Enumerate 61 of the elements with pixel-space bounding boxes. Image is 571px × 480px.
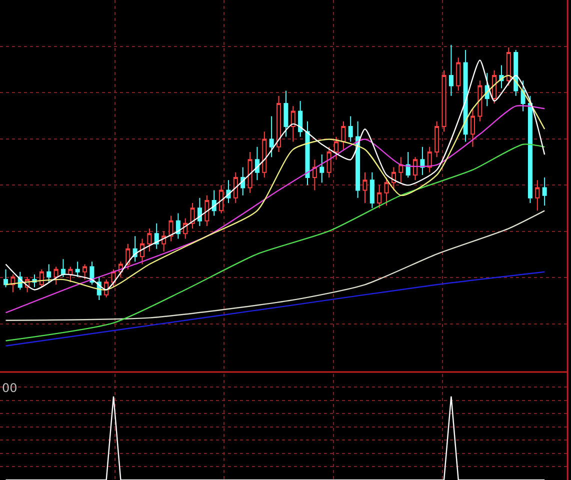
- candlestick: [520, 80, 526, 112]
- candlestick: [104, 279, 109, 298]
- candlestick: [269, 116, 274, 158]
- candlestick: [190, 202, 195, 230]
- candlestick: [478, 80, 482, 122]
- candlestick: [362, 172, 368, 204]
- candlestick: [262, 131, 267, 178]
- candlestick: [75, 261, 80, 278]
- candlestick: [68, 266, 73, 283]
- candlestick: [168, 215, 174, 242]
- candlestick: [506, 46, 511, 86]
- candlestick: [204, 194, 210, 226]
- candlestick: [154, 222, 159, 250]
- candlestick: [176, 212, 180, 240]
- candlestick: [356, 120, 360, 198]
- candlestick: [398, 156, 404, 184]
- candlestick: [384, 177, 389, 206]
- candlestick: [219, 184, 224, 214]
- candlestick: [542, 177, 547, 206]
- candlestick: [406, 152, 410, 178]
- candlestick: [492, 70, 497, 104]
- text: 00: [2, 381, 18, 395]
- candlestick: [427, 146, 432, 173]
- candlestick: [147, 228, 152, 252]
- candlestick: [233, 172, 238, 204]
- candlestick: [448, 44, 454, 96]
- candlestick: [140, 238, 145, 265]
- candlestick: [514, 49, 518, 96]
- candlestick: [284, 90, 288, 138]
- candlestick: [334, 136, 338, 160]
- candlestick: [463, 49, 468, 142]
- candlestick: [46, 264, 52, 283]
- candlestick: [326, 146, 332, 178]
- candlestick: [126, 243, 130, 270]
- candlestick: [348, 116, 353, 142]
- candlestick: [391, 166, 396, 191]
- candlestick: [535, 180, 540, 212]
- candlestick: [413, 156, 418, 181]
- candlestick: [82, 264, 88, 280]
- candlestick: [312, 159, 317, 191]
- candlestick: [320, 154, 324, 184]
- candlestick: [290, 106, 296, 142]
- candlestick: [377, 184, 382, 209]
- candlestick: [248, 152, 252, 194]
- candlestick: [305, 120, 310, 186]
- candlestick: [341, 120, 346, 150]
- candlestick: [3, 268, 8, 288]
- candlestick: [420, 146, 425, 176]
- candlestick: [470, 108, 475, 148]
- candlestick: [39, 268, 44, 288]
- candlestick: [276, 95, 282, 153]
- candlestick: [528, 95, 532, 204]
- candlestick: [434, 120, 440, 158]
- candlestick: [197, 197, 202, 226]
- candlestick: [212, 190, 216, 216]
- candlestick: [298, 100, 303, 138]
- candlestick: [54, 266, 58, 286]
- candlestick: [442, 70, 446, 132]
- candlestick: [456, 57, 461, 92]
- candlestick: [370, 172, 374, 209]
- candlestick: [60, 258, 66, 278]
